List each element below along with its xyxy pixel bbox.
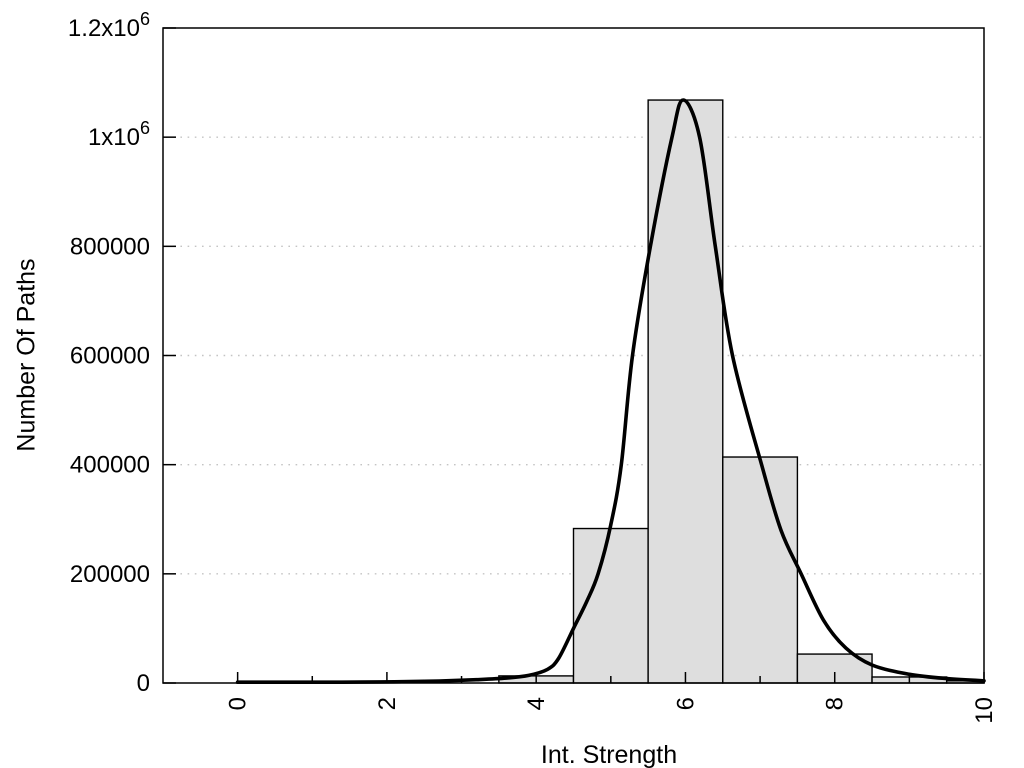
gridlines-group [166, 136, 983, 575]
y-axis-title: Number Of Paths [12, 258, 41, 452]
y-tick-label: 1x106 [88, 118, 150, 151]
y-tick-label: 800000 [70, 233, 150, 260]
histogram-bar [722, 456, 799, 684]
x-tick-label: 4 [523, 697, 550, 710]
x-tick-label: 10 [971, 697, 998, 724]
histogram-bar [647, 99, 724, 684]
y-tick-label: 400000 [70, 452, 150, 479]
y-tick-label: 0 [137, 670, 150, 697]
density-curve-group [235, 98, 986, 684]
x-tick-label: 0 [225, 697, 252, 710]
y-tick-label: 1.2x106 [68, 9, 150, 42]
y-tick-label: 600000 [70, 343, 150, 370]
x-axis-title: Int. Strength [540, 741, 678, 768]
y-tick-label: 200000 [70, 561, 150, 588]
tick-labels-group: 0 200000 400000 600000 800000 1x106 1.2x106 0 2 4… [68, 9, 998, 724]
x-tick-label: 6 [672, 697, 699, 710]
density-curve [235, 98, 986, 684]
x-tick-label: 8 [822, 697, 849, 710]
axis-ticks-group [163, 27, 985, 684]
x-tick-label: 2 [374, 697, 401, 710]
